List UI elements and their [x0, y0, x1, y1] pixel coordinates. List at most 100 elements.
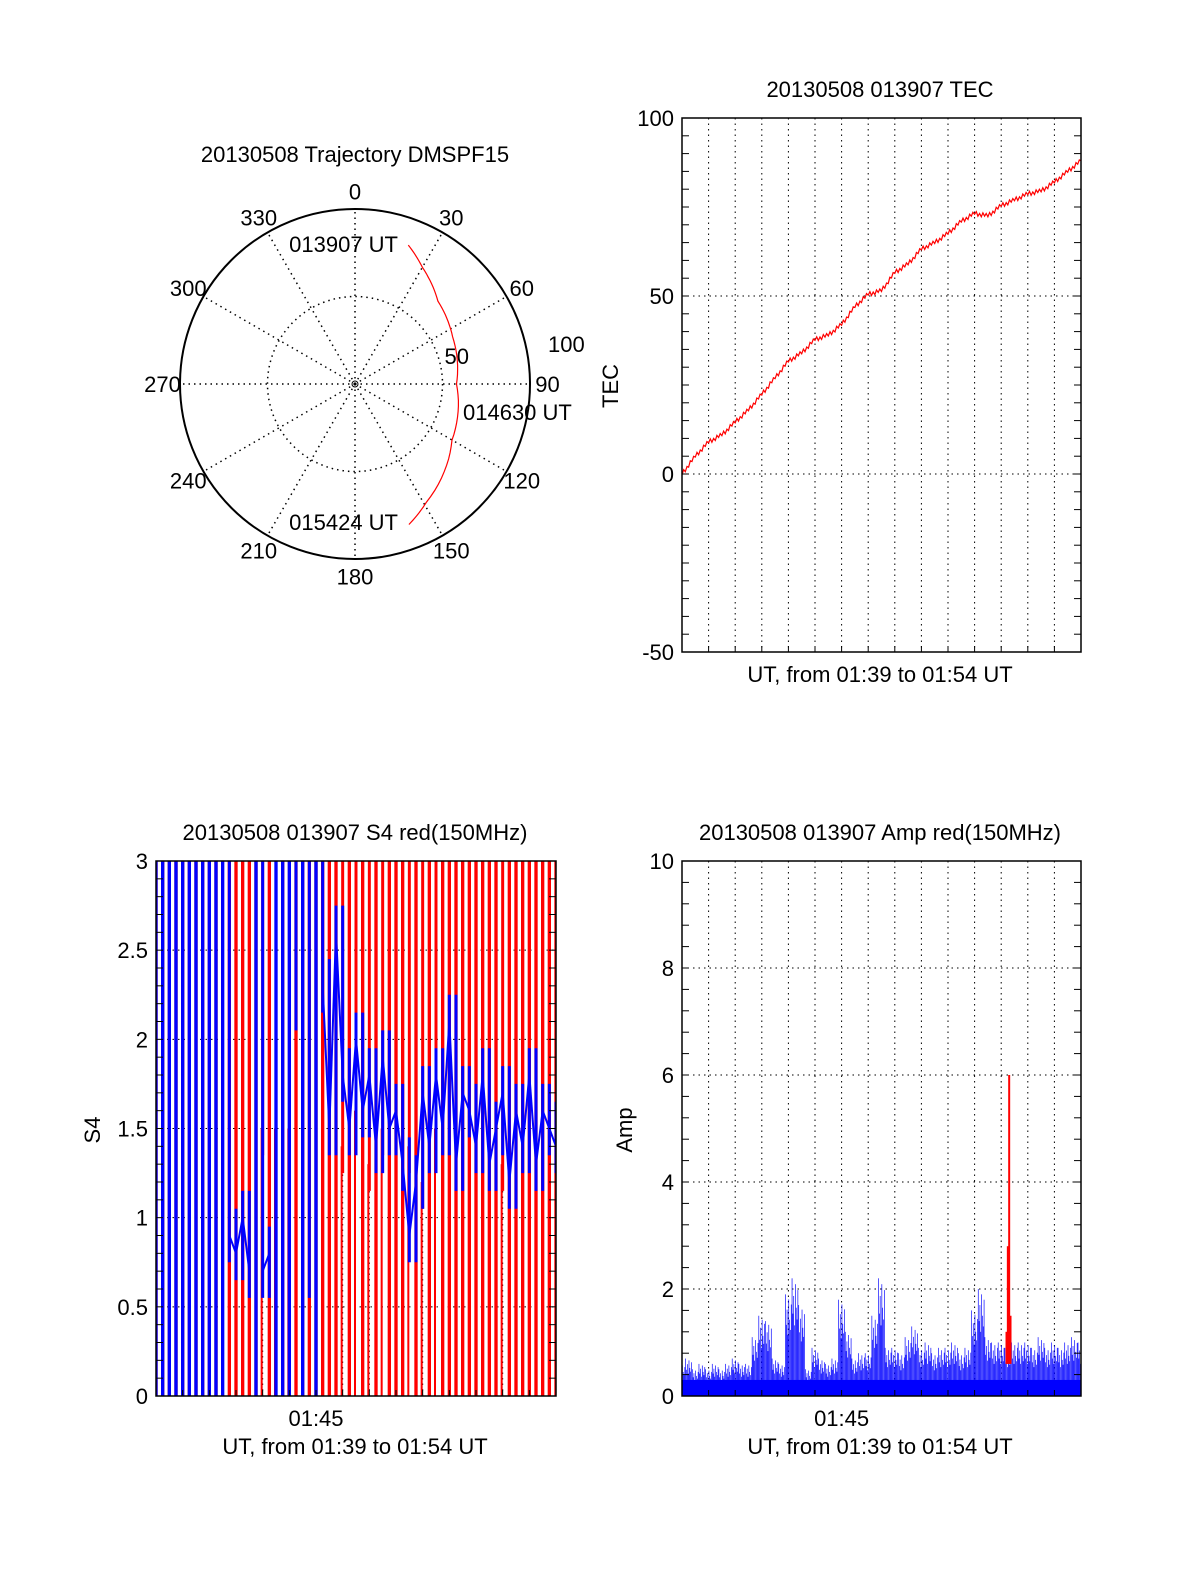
amp-bar — [736, 1371, 738, 1396]
plot-frame — [681, 860, 1082, 1397]
amp-bar — [987, 1360, 988, 1396]
amp-bar — [941, 1350, 943, 1396]
amp-bar — [979, 1305, 981, 1396]
amp-bar — [911, 1326, 913, 1396]
amp-bar — [1014, 1345, 1016, 1396]
amp-bar — [955, 1355, 957, 1396]
amp-bar — [899, 1359, 901, 1396]
amp-bar — [999, 1350, 1001, 1396]
amp-bar — [972, 1336, 973, 1396]
amp-bar — [914, 1329, 916, 1396]
amp-bar — [691, 1369, 693, 1396]
amp-bar — [859, 1366, 860, 1396]
s4-stripe — [281, 861, 285, 1396]
amp-bar — [991, 1342, 992, 1396]
amp-bar — [924, 1342, 926, 1396]
amp-bar — [843, 1333, 844, 1396]
amp-bar — [696, 1375, 697, 1396]
amp-bar — [742, 1371, 744, 1396]
amp-bar — [1002, 1355, 1003, 1396]
amp-bar — [753, 1345, 755, 1396]
amp-bar — [971, 1310, 972, 1396]
angle-label: 270 — [144, 372, 181, 397]
amp-bar — [1061, 1359, 1063, 1396]
amp-bar — [874, 1319, 876, 1396]
amp-bar — [741, 1376, 742, 1396]
amp-bar — [736, 1367, 737, 1396]
amp-bar — [1055, 1355, 1056, 1396]
amp-bar — [818, 1358, 819, 1396]
amp-bar — [794, 1325, 795, 1396]
amp-red-spike — [1008, 1075, 1011, 1364]
amp-bar — [1001, 1345, 1002, 1396]
amp-bar — [725, 1363, 726, 1396]
y-tick-label: 2 — [662, 1277, 674, 1302]
amp-bar — [772, 1369, 774, 1396]
amp-bar — [974, 1314, 976, 1396]
amp-bar — [1046, 1367, 1048, 1396]
y-tick-label: 6 — [662, 1063, 674, 1088]
amp-bar — [807, 1379, 809, 1396]
plot-area — [682, 159, 1081, 476]
amp-bar — [1067, 1345, 1069, 1396]
amp-bar — [957, 1353, 959, 1396]
amp-bar — [943, 1364, 944, 1396]
amp-bar — [1077, 1342, 1079, 1396]
amp-bar — [780, 1376, 782, 1396]
amp-bar — [752, 1354, 754, 1396]
amp-bar — [1025, 1358, 1026, 1396]
amp-bar — [850, 1338, 852, 1396]
tec-title: 20130508 013907 TEC — [766, 77, 993, 102]
amp-bar — [951, 1342, 952, 1396]
amp-bar — [940, 1367, 942, 1396]
amp-bar — [886, 1355, 888, 1396]
s4-stripe — [287, 861, 291, 1396]
amp-bar — [1047, 1350, 1049, 1396]
amp-bar — [923, 1352, 925, 1396]
amp-bar — [1011, 1342, 1012, 1396]
amp-bar — [749, 1371, 750, 1396]
amp-bar — [919, 1355, 921, 1396]
amp-bar — [995, 1355, 997, 1396]
amp-bar — [689, 1367, 691, 1396]
amp-bar — [766, 1332, 768, 1396]
amp-bar — [716, 1375, 718, 1396]
amp-bar — [754, 1360, 755, 1396]
amp-bar — [750, 1375, 751, 1396]
amp-bar — [697, 1371, 699, 1396]
amp-bar — [1016, 1361, 1017, 1396]
y-tick-label: 3 — [136, 849, 148, 874]
amp-bar — [953, 1363, 955, 1396]
s4-stripe — [214, 861, 218, 1396]
amp-bar — [1054, 1345, 1056, 1396]
amp-bar — [851, 1358, 853, 1396]
s4-stripe — [187, 861, 191, 1396]
amp-bar — [1060, 1367, 1061, 1396]
amp-series-blue — [682, 1278, 1081, 1396]
amp-bar — [777, 1362, 779, 1396]
amp-bar — [715, 1365, 716, 1396]
amp-bar — [1035, 1359, 1036, 1396]
amp-bar — [884, 1347, 886, 1396]
amp-bar — [963, 1357, 965, 1396]
amp-bar — [872, 1339, 874, 1396]
amp-bar — [944, 1347, 946, 1396]
amp-bar — [1027, 1345, 1029, 1396]
amp-bar — [1000, 1363, 1002, 1396]
amp-bar — [706, 1377, 707, 1396]
amp-bar — [893, 1355, 894, 1396]
amp-bar — [771, 1358, 773, 1396]
amp-bar — [946, 1355, 948, 1396]
amp-bar — [930, 1347, 932, 1396]
amp-bar — [907, 1360, 908, 1396]
amp-bar — [832, 1369, 834, 1396]
amp-bar — [1072, 1345, 1074, 1396]
amp-bar — [906, 1345, 908, 1396]
mid-time-annotation: 014630 UT — [463, 400, 572, 425]
amp-bar — [939, 1355, 941, 1396]
y-tick-label: 1.5 — [117, 1117, 148, 1142]
amp-bar — [881, 1284, 883, 1396]
trajectory-line — [407, 244, 459, 525]
amp-bar — [980, 1331, 982, 1396]
amp-bar — [841, 1304, 843, 1396]
